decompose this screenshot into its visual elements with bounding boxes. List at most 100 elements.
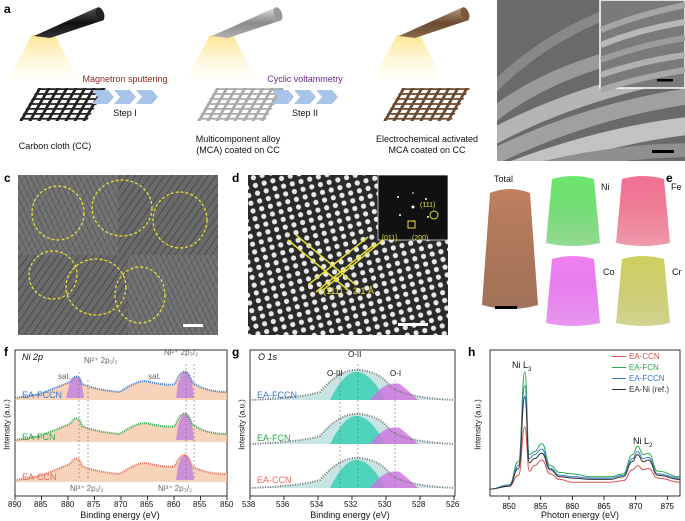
ni-tip (546, 176, 600, 246)
apt-cr-label: Cr (672, 267, 682, 277)
cr-tip (616, 256, 670, 326)
o1s-fcn-curves (249, 412, 456, 445)
caption-mca-line1: Multicomponent alloy (195, 134, 281, 144)
fe-tip (616, 176, 670, 246)
xps-f-sat2: sat. (148, 372, 161, 381)
g-tick-538: 538 (242, 500, 256, 509)
xas-legend: EA-CCN EA-FCN EA-FCCN EA-Ni (ref.) (612, 352, 669, 396)
xas-series-ea-fccn (489, 385, 681, 490)
xas-annotation-l3: Ni L3 (512, 360, 531, 373)
apt-reconstruction (482, 176, 670, 326)
tem-image (18, 175, 218, 335)
apt-total-label: Total (494, 174, 514, 184)
tube-grey-icon (212, 7, 283, 38)
xps-g-sample-ccn: EA-CCN (257, 475, 292, 485)
f-tick-855: 855 (193, 500, 207, 509)
g-tick-534: 534 (310, 500, 324, 509)
legend-swatch-ccn (612, 356, 626, 358)
xps-f-sample-fccn: EA-FCCN (22, 390, 62, 400)
xas-ylabel: Intensity (a.u.) (473, 399, 483, 450)
f-tick-860: 860 (167, 500, 181, 509)
xas-tick-label-850: 850 (502, 502, 516, 511)
g-tick-536: 536 (276, 500, 290, 509)
xps-g-xlabel: Binding energy (eV) (310, 510, 390, 520)
panel-label-h: h (468, 345, 476, 359)
legend-ni-ref: EA-Ni (ref.) (629, 385, 669, 394)
ccn-curves (14, 454, 228, 482)
xps-g-sample-fccn: EA-FCCN (257, 390, 297, 400)
scale-bar (652, 150, 674, 153)
o1s-ccn-curves (249, 456, 456, 489)
xps-g-o2: O-II (348, 350, 362, 359)
xps-g-ylabel: Intensity (a.u.) (237, 399, 247, 450)
xas-tick-label-870: 870 (629, 502, 643, 511)
xas-tick-label-865: 865 (597, 502, 611, 511)
f-tick-870: 870 (114, 500, 128, 509)
fft-zone-label: [011] (382, 235, 398, 242)
xas-series-ea-ccn (489, 426, 681, 490)
fft-200-label: (200) (412, 235, 429, 242)
g-tick-530: 530 (378, 500, 392, 509)
xps-g-o1: O-I (390, 369, 402, 378)
xps-f-ylabel: Intensity (a.u.) (2, 399, 12, 450)
g-tick-526: 526 (446, 500, 460, 509)
xas-l2-base: Ni L (633, 436, 650, 446)
inset-scale-bar (657, 79, 673, 82)
panel-label-a: a (4, 2, 11, 16)
xas-series-ea-fcn (489, 371, 681, 490)
legend-swatch-fcn (612, 367, 626, 369)
xps-g-o3: O-III (327, 369, 343, 378)
xps-f-ni2-32: Ni²⁺ 2p₃/₂ (164, 348, 199, 357)
xas-tick-label-875: 875 (661, 502, 675, 511)
step1-arrow-icon (92, 90, 158, 104)
co-tip (546, 256, 600, 326)
f-tick-880: 880 (61, 500, 75, 509)
legend-fccn: EA-FCCN (629, 374, 665, 383)
panel-label-f: f (4, 345, 8, 359)
caption-carbon-cloth: Carbon cloth (CC) (18, 141, 92, 151)
legend-fcn: EA-FCN (629, 363, 659, 372)
xas-series-ea-ni-ref (489, 396, 681, 490)
f-tick-890: 890 (8, 500, 22, 509)
panel-label-d: d (232, 171, 240, 185)
xas-l3-sub: 3 (528, 366, 532, 373)
light-cone-3 (373, 35, 443, 80)
step2-method-label: Cyclic voltammetry (267, 74, 343, 84)
f-tick-865: 865 (140, 500, 154, 509)
apt-co-label: Co (603, 267, 615, 277)
caption-ea-line2: MCA coated on CC (388, 145, 466, 155)
xps-f-ticks: 890 885 880 875 870 865 860 855 850 (5, 500, 237, 512)
total-tip (482, 189, 538, 309)
xas-l2-sub: 2 (649, 442, 653, 449)
f-tick-885: 885 (34, 500, 48, 509)
panel-label-g: g (232, 345, 240, 359)
xas-frame (489, 349, 681, 497)
xas-tick-label-860: 860 (566, 502, 580, 511)
xps-o1s-plot (249, 349, 456, 500)
xps-g-sample-fcn: EA-FCN (257, 433, 291, 443)
xps-f-sat1: sat. (58, 372, 71, 381)
step1-method-label: Magnetron sputtering (82, 74, 168, 84)
xps-ni2p-plot (14, 349, 228, 500)
step2-arrow-icon (272, 90, 338, 104)
f-tick-850: 850 (220, 500, 234, 509)
xps-g-title: O 1s (258, 352, 278, 362)
hrtem-scale-bar (398, 323, 428, 326)
panel-label-e: e (666, 171, 673, 185)
activated-mca-mesh-icon (383, 88, 470, 122)
fccn-curves (14, 370, 228, 400)
fcn-curves (14, 412, 228, 442)
o1s-fccn-curves (249, 368, 456, 401)
legend-swatch-ni-ref (612, 389, 626, 391)
d-spacing-label: d(111) = 2.1 Å (318, 286, 374, 296)
tube-black-icon (34, 7, 105, 38)
step2-label: Step II (291, 108, 318, 118)
xps-f-title: Ni 2p (22, 352, 44, 362)
g-tick-532: 532 (344, 500, 358, 509)
caption-ea-line1: Electrochemical activated (375, 134, 479, 144)
tem-scale-bar (183, 324, 203, 327)
apt-ni-label: Ni (601, 182, 610, 192)
fft-111-label: (111) (420, 202, 436, 209)
xas-l3-base: Ni L (512, 360, 529, 370)
caption-mca-line2: (MCA) coated on CC (196, 145, 280, 155)
